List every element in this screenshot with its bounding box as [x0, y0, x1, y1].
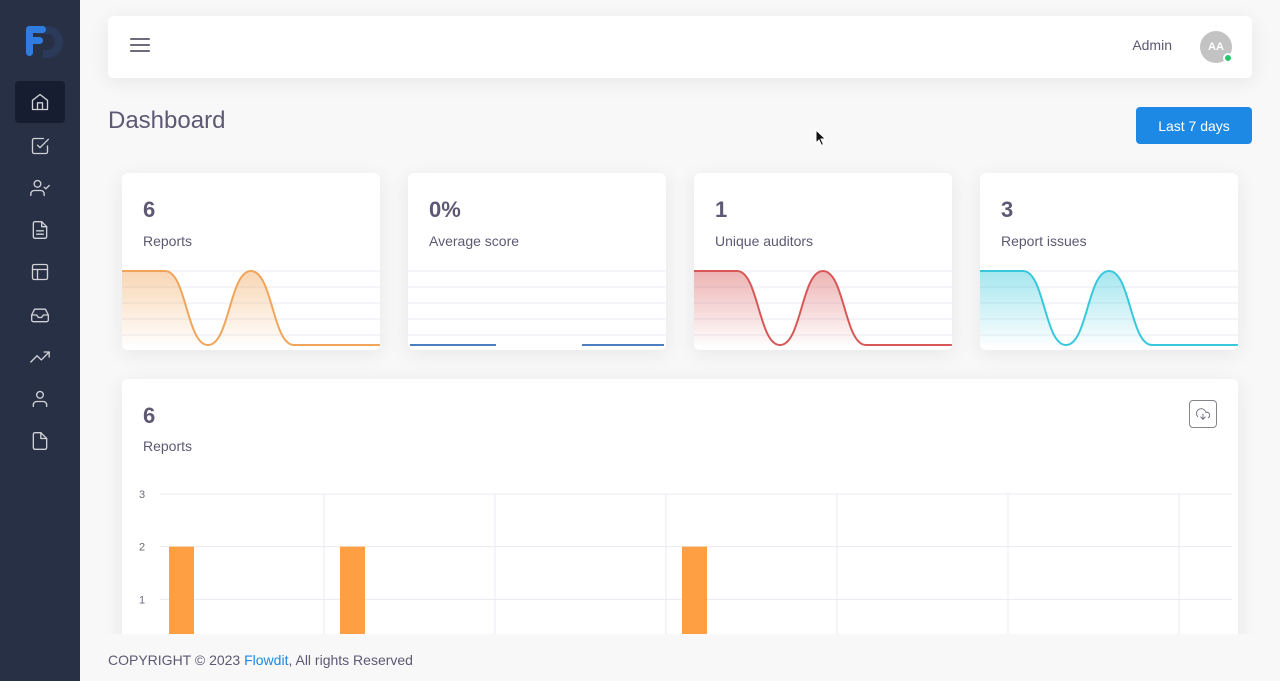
stat-value: 3 — [1001, 197, 1014, 222]
sparkline-line — [980, 269, 1238, 347]
sparkline-area — [980, 271, 1238, 345]
online-status-dot — [1223, 53, 1233, 63]
hamburger-menu-icon[interactable] — [130, 38, 150, 56]
page-title: Dashboard — [108, 107, 226, 134]
copyright-suffix: , All rights Reserved — [288, 652, 413, 668]
stat-value: 1 — [715, 197, 728, 222]
sparkline-area — [122, 271, 380, 345]
avatar-initials: AA — [1208, 41, 1224, 53]
stat-label: Reports — [143, 233, 193, 249]
sidebar-item-inbox[interactable] — [15, 294, 65, 336]
sparkline-line — [122, 269, 380, 347]
file-text-icon — [32, 221, 48, 239]
user-icon — [32, 390, 48, 408]
download-button[interactable] — [1189, 400, 1217, 428]
avatar[interactable]: AA — [1200, 31, 1233, 63]
sidebar-item-auditors[interactable] — [15, 167, 65, 209]
file-icon — [32, 432, 48, 450]
flowdit-logo[interactable] — [23, 22, 63, 62]
sidebar-item-documents[interactable] — [15, 420, 65, 462]
cloud-download-icon — [1196, 408, 1210, 420]
flowdit-link[interactable]: Flowdit — [244, 652, 289, 668]
sparkline-average-score — [408, 270, 666, 346]
stat-label: Report issues — [1001, 233, 1087, 249]
sidebar-item-analytics[interactable] — [15, 336, 65, 378]
trending-up-icon — [30, 351, 50, 363]
copyright-prefix: COPYRIGHT © 2023 — [108, 652, 245, 668]
sidebar-item-home[interactable] — [15, 81, 65, 123]
date-range-button[interactable]: Last 7 days — [1136, 107, 1252, 144]
stat-card-unique-auditors: 1 Unique auditors — [694, 173, 952, 350]
stat-value: 6 — [143, 197, 156, 222]
y-tick-label: 3 — [139, 489, 145, 501]
sparkline-reports — [122, 269, 380, 347]
stat-card-report-issues: 3 Report issues — [980, 173, 1238, 350]
sidebar-item-templates[interactable] — [15, 251, 65, 293]
stat-label: Unique auditors — [715, 233, 814, 249]
home-icon — [31, 93, 49, 111]
layout-icon — [31, 263, 49, 281]
stat-card-average-score: 0% Average score — [408, 173, 666, 350]
user-name[interactable]: Admin — [1132, 37, 1172, 53]
sidebar-item-users[interactable] — [15, 378, 65, 420]
footer: COPYRIGHT © 2023 Flowdit, All rights Res… — [80, 634, 1280, 681]
stat-card-reports: 6 Reports — [122, 173, 380, 350]
inbox-icon — [31, 308, 49, 323]
mouse-cursor-icon — [815, 129, 827, 147]
check-square-icon — [31, 137, 49, 155]
y-tick-label: 2 — [139, 542, 145, 554]
stat-value: 0% — [429, 197, 461, 222]
sparkline-report-issues — [980, 269, 1238, 347]
top-navbar: Admin AA — [108, 16, 1252, 78]
sparkline-line — [694, 269, 952, 347]
chart-title: Reports — [143, 438, 193, 454]
y-tick-label: 1 — [139, 594, 145, 606]
copyright-text: COPYRIGHT © 2023 Flowdit, All rights Res… — [108, 652, 413, 668]
sidebar-item-audits[interactable] — [15, 125, 65, 167]
stat-label: Average score — [429, 233, 520, 249]
sparkline-unique-auditors — [694, 269, 952, 347]
chart-total-value: 6 — [143, 403, 156, 428]
reports-chart-card: 6 Reports 3 2 1 — [122, 379, 1238, 681]
user-check-icon — [30, 179, 50, 197]
sidebar — [0, 0, 80, 681]
sidebar-item-reports[interactable] — [15, 209, 65, 251]
sparkline-area — [694, 271, 952, 345]
